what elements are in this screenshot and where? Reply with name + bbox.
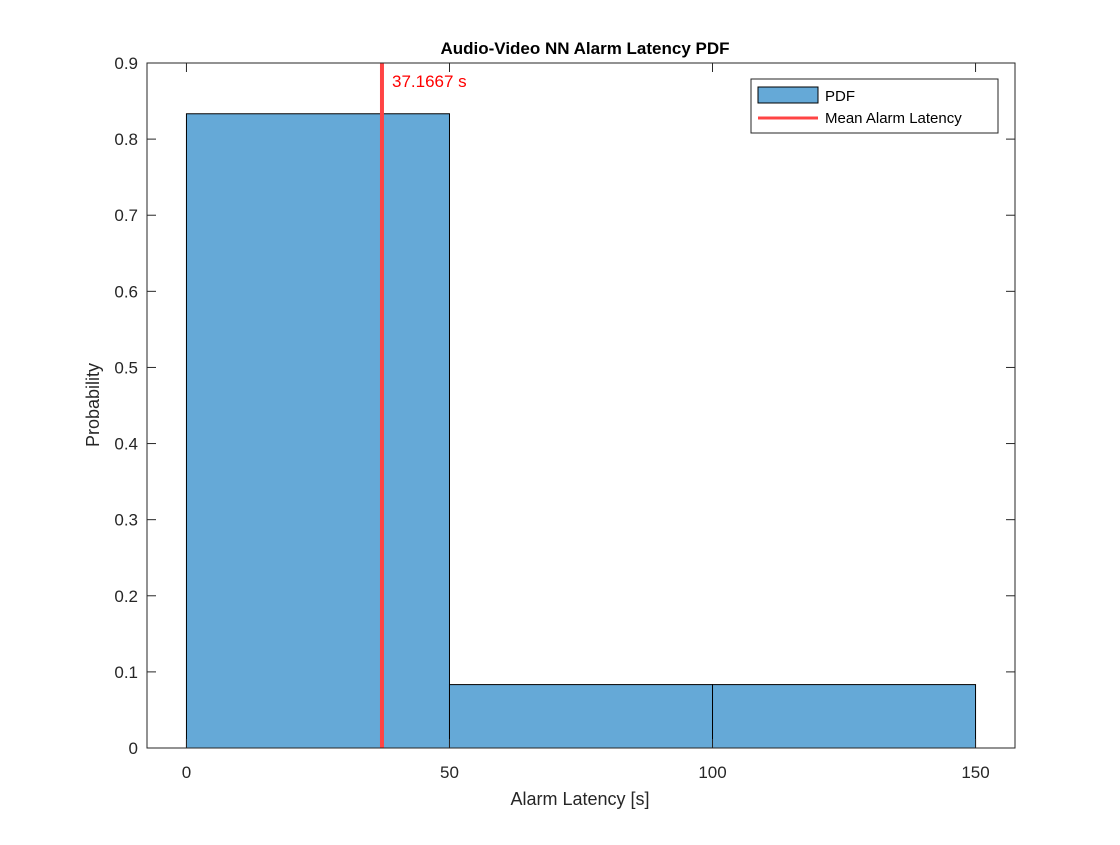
- x-tick-label: 50: [440, 763, 459, 782]
- chart-title: Audio-Video NN Alarm Latency PDF: [440, 39, 729, 58]
- legend: PDF Mean Alarm Latency: [750, 78, 999, 134]
- x-tick-label: 0: [182, 763, 191, 782]
- x-axis-label: Alarm Latency [s]: [510, 789, 649, 809]
- y-tick-label: 0.4: [114, 435, 138, 454]
- histogram-bar: [185, 113, 450, 749]
- histogram-bar: [448, 684, 714, 749]
- y-tick-label: 0.3: [114, 511, 138, 530]
- ticks-layer: 0 50 100 150 0 0.1 0.2 0.3 0.4 0.5 0.6 0.7 0.8 0.9: [114, 54, 1015, 782]
- y-tick-label: 0.6: [114, 282, 138, 301]
- y-tick-label: 0.9: [114, 54, 138, 73]
- axes-box: [146, 62, 1016, 749]
- mean-value-annotation: 37.1667 s: [392, 72, 467, 91]
- y-tick-label: 0.8: [114, 130, 138, 149]
- y-tick-label: 0: [129, 739, 138, 758]
- x-tick-label: 100: [698, 763, 726, 782]
- legend-label-pdf: PDF: [825, 88, 855, 105]
- x-tick-label: 150: [961, 763, 989, 782]
- y-axis-label: Probability: [83, 363, 103, 447]
- legend-label-mean: Mean Alarm Latency: [825, 110, 962, 127]
- y-tick-label: 0.2: [114, 587, 138, 606]
- histogram-bar: [712, 684, 977, 749]
- y-tick-label: 0.5: [114, 358, 138, 377]
- y-tick-label: 0.7: [114, 206, 138, 225]
- y-tick-label: 0.1: [114, 663, 138, 682]
- legend-swatch-pdf: [757, 86, 819, 104]
- bars-layer: [185, 113, 977, 749]
